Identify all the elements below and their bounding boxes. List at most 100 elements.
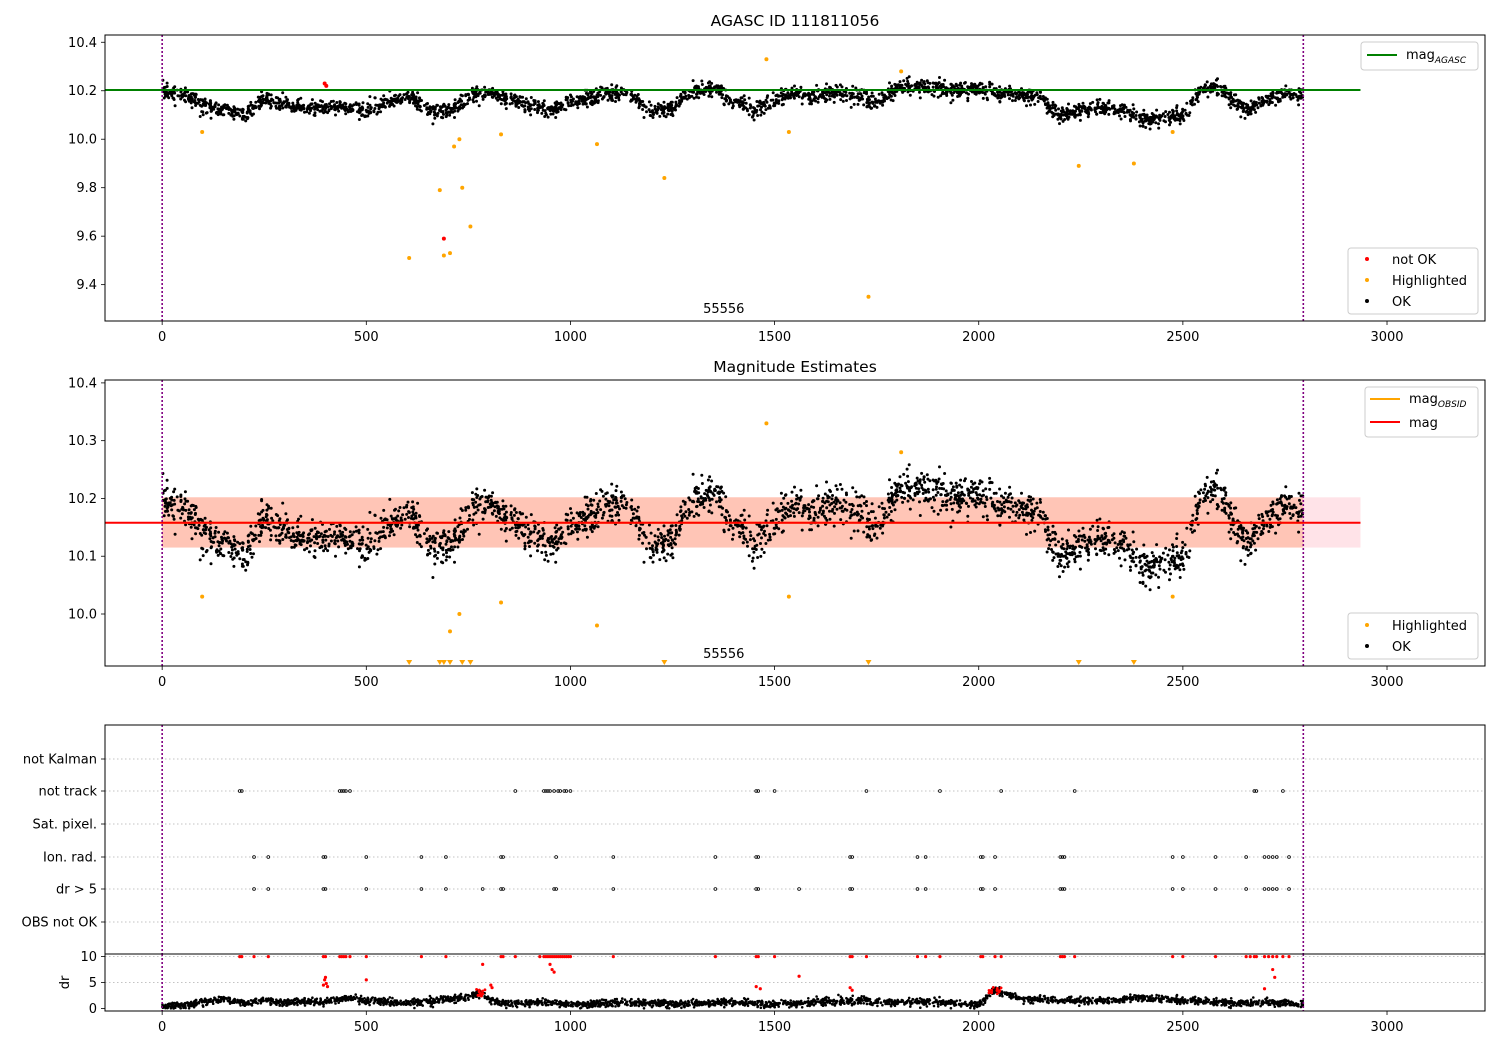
panel2-ok-point (1203, 487, 1207, 491)
panel1-ok-point (418, 108, 422, 112)
panel2-ok-point (696, 500, 700, 503)
panel2-ok-point (301, 539, 305, 543)
panel1-ok-point (764, 98, 768, 102)
panel1-ok-point (576, 106, 580, 110)
panel2-ok-point (1196, 506, 1200, 510)
panel2-ok-point (1184, 552, 1188, 556)
panel2-ok-point (949, 525, 953, 529)
panel1-ok-point (849, 105, 853, 109)
panel1-ok-point (1058, 122, 1061, 126)
panel2-ok-point (529, 513, 533, 517)
panel2-ok-point (691, 472, 695, 476)
panel2-ok-point (854, 490, 858, 494)
panel2-ok-point (1000, 503, 1004, 507)
panel2-ok-point (1254, 548, 1258, 552)
panel2-ok-point (1122, 534, 1126, 538)
panel2-ok-point (1018, 513, 1022, 517)
panel2-ok-point (516, 517, 520, 521)
panel2-ok-point (269, 534, 273, 537)
panel1-ok-point (629, 93, 633, 96)
panel1-ok-point (777, 99, 781, 103)
panel1-ok-point (250, 104, 254, 107)
panel1-ok-point (1249, 109, 1252, 113)
panel1-ok-point (504, 107, 508, 111)
panel1-ok-point (1025, 104, 1028, 108)
panel2-ok-point (336, 539, 340, 543)
panel2-ok-point (1152, 554, 1155, 558)
panel1-ok-point (684, 94, 688, 98)
panel1-ok-point (650, 110, 654, 114)
panel2-ok-point (329, 539, 333, 543)
panel1-ok-point (925, 79, 929, 83)
panel1-ok-point (546, 115, 550, 119)
panel2-ok-point (509, 511, 513, 514)
panel1-ok-point (447, 103, 451, 107)
panel2-ok-point (727, 514, 731, 518)
panel1-ok-point (793, 91, 797, 95)
panel2-ok-point (888, 478, 891, 482)
panel2-ok-point (554, 560, 558, 564)
panel1-ok-point (217, 109, 221, 113)
panel2-ok-point (584, 527, 588, 531)
panel1-ok-point (708, 80, 712, 84)
panel1-ok-point (1297, 103, 1301, 107)
panel1-ok-point (338, 100, 342, 104)
panel1-ok-point (542, 99, 546, 103)
panel1-ok-point (1095, 112, 1099, 116)
panel1-ok-point (327, 108, 331, 112)
panel2-ok-point (1048, 543, 1052, 547)
panel2-ok-point (754, 548, 758, 551)
panel2-ok-point (945, 508, 949, 512)
panel2-ok-point (817, 510, 821, 514)
panel2-ok-point (760, 528, 763, 532)
panel1-ok-point (357, 118, 361, 121)
panel2-ok-point (225, 531, 229, 535)
panel1-ok-point (301, 107, 305, 111)
panel2-ok-point (464, 508, 468, 512)
panel1-ok-point (926, 85, 930, 89)
panel2-ok-point (385, 526, 389, 530)
panel1-ok-point (1167, 118, 1171, 122)
panel2-ok-point (1154, 573, 1158, 577)
panel2-ok-point (927, 490, 931, 494)
panel2-ok-point (1227, 514, 1231, 518)
panel1-ok-point (363, 115, 367, 119)
panel2-ok-point (1076, 554, 1080, 558)
panel2-ok-point (921, 492, 925, 495)
panel2-ok-point (1065, 541, 1069, 545)
panel2-ok-point (1240, 527, 1244, 531)
panel2-ok-point (816, 515, 820, 519)
panel2-ok-point (618, 507, 621, 511)
panel1-xtick-label: 0 (158, 330, 166, 345)
panel1-ok-point (1125, 110, 1129, 114)
panel2-ok-point (524, 525, 528, 529)
panel2-ok-point (445, 551, 448, 555)
panel2-ok-point (1102, 548, 1105, 552)
panel1-ok-point (426, 107, 430, 111)
panel1-ok-point (428, 105, 432, 109)
panel2-ok-point (713, 489, 717, 492)
panel1-ok-point (693, 86, 697, 89)
panel1-ok-point (949, 101, 953, 105)
panel2-ok-point (1065, 547, 1069, 551)
panel2-ok-point (183, 502, 187, 506)
panel2-ok-point (1021, 513, 1025, 517)
panel2-ok-point (1073, 557, 1077, 561)
panel2-ok-point (284, 512, 288, 516)
panel1-ok-point (408, 101, 412, 105)
panel2-ok-point (840, 504, 844, 508)
panel2-ok-point (274, 534, 278, 538)
panel1-ok-point (1102, 102, 1105, 105)
panel1-ok-point (638, 102, 641, 106)
panel2-ok-point (476, 508, 480, 512)
panel2-ok-point (415, 535, 419, 539)
panel2-ok-point (586, 504, 590, 508)
panel2-ok-point (670, 546, 674, 550)
panel2-ok-point (1056, 552, 1060, 556)
panel2-ok-point (913, 494, 917, 497)
panel2-ok-point (623, 497, 627, 501)
panel2-ok-point (556, 546, 560, 550)
panel2-ok-point (527, 527, 531, 531)
panel1-highlighted-point (200, 129, 205, 134)
panel2-ok-point (1168, 548, 1171, 552)
